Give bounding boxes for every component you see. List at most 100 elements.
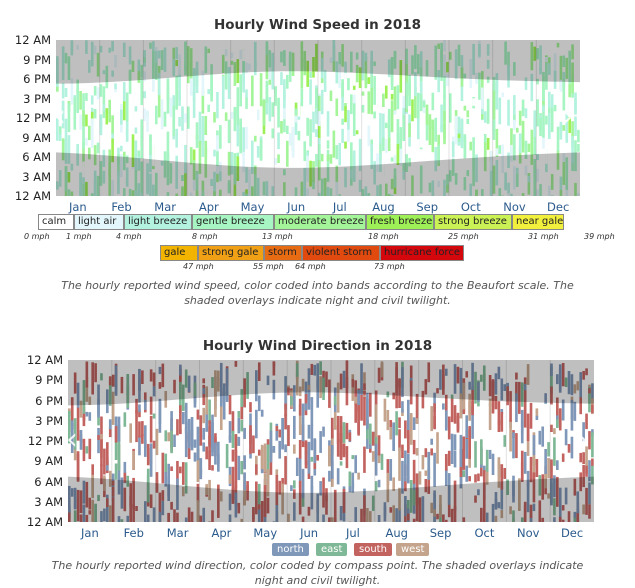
direction-data-bar — [264, 444, 267, 473]
speed-data-bar — [484, 134, 487, 142]
speed-data-bar — [286, 75, 289, 89]
direction-data-bar — [480, 439, 483, 464]
direction-next-arrow-icon[interactable]: › — [576, 425, 588, 455]
direction-data-bar — [211, 422, 214, 452]
direction-data-bar — [299, 399, 302, 416]
speed-data-bar — [181, 106, 184, 130]
direction-data-bar — [170, 466, 173, 471]
direction-data-bar — [197, 427, 200, 461]
direction-data-bar — [498, 461, 501, 469]
direction-data-bar — [202, 442, 205, 451]
speed-legend-item: near gale — [512, 214, 564, 230]
speed-x-tick-label: May — [233, 200, 273, 214]
speed-legend-tick: 1 mph — [66, 232, 92, 241]
speed-data-bar — [397, 144, 400, 165]
direction-data-bar — [500, 412, 503, 432]
direction-data-bar — [258, 396, 261, 412]
speed-data-bar — [429, 119, 432, 129]
speed-y-tick-label: 12 PM — [3, 111, 51, 125]
direction-data-bar — [273, 446, 276, 453]
speed-legend-item: moderate breeze — [274, 214, 366, 230]
speed-legend-item: storm — [264, 245, 302, 261]
speed-data-bar — [394, 86, 397, 113]
direction-x-tick-label: Jun — [289, 526, 329, 540]
direction-data-bar — [88, 439, 91, 452]
direction-x-tick-label: Mar — [158, 526, 198, 540]
speed-data-bar — [577, 144, 580, 152]
speed-data-bar — [464, 134, 467, 158]
direction-data-bar — [354, 397, 357, 404]
direction-data-bar — [299, 440, 302, 459]
speed-next-arrow-icon[interactable]: › — [562, 102, 574, 132]
direction-data-bar — [115, 464, 118, 480]
speed-data-bar — [207, 105, 210, 112]
direction-data-bar — [416, 448, 419, 456]
speed-data-bar — [379, 113, 382, 144]
speed-x-tick-label: Feb — [102, 200, 142, 214]
speed-data-bar — [417, 118, 420, 139]
speed-data-bar — [76, 80, 79, 113]
direction-data-bar — [179, 467, 182, 474]
direction-data-bar — [214, 442, 217, 464]
speed-legend-tick: 25 mph — [448, 232, 479, 241]
speed-data-bar — [94, 86, 97, 96]
direction-data-bar — [536, 408, 539, 417]
direction-data-bar — [527, 414, 530, 442]
direction-data-bar — [351, 483, 354, 493]
direction-data-bar — [351, 455, 354, 459]
speed-data-bar — [301, 89, 304, 106]
direction-data-bar — [258, 450, 261, 456]
direction-data-bar — [144, 425, 147, 447]
speed-data-bar — [210, 75, 213, 102]
direction-y-tick-label: 9 PM — [15, 373, 63, 387]
direction-data-bar — [162, 453, 165, 484]
direction-data-bar — [328, 449, 331, 466]
speed-data-bar — [327, 111, 330, 136]
speed-data-bar — [105, 108, 108, 124]
speed-data-bar — [321, 154, 324, 161]
direction-prev-arrow-icon[interactable]: ‹ — [66, 425, 78, 455]
direction-data-bar — [150, 443, 153, 476]
speed-data-bar — [245, 127, 248, 149]
direction-data-bar — [503, 435, 506, 447]
speed-data-bar — [199, 112, 202, 145]
speed-data-bar — [295, 116, 298, 123]
direction-y-tick-label: 12 AM — [15, 353, 63, 367]
speed-data-bar — [295, 109, 298, 116]
speed-data-bar — [548, 92, 551, 108]
direction-data-bar — [334, 396, 337, 405]
speed-data-bar — [114, 83, 117, 89]
speed-data-bar — [108, 100, 111, 123]
direction-data-bar — [109, 419, 112, 429]
speed-data-bar — [545, 116, 548, 125]
speed-data-bar — [239, 119, 242, 150]
speed-data-bar — [455, 116, 458, 145]
speed-data-bar — [373, 76, 376, 105]
direction-data-bar — [240, 461, 243, 474]
speed-data-bar — [260, 108, 263, 119]
speed-legend-tick: 73 mph — [374, 262, 405, 271]
direction-data-bar — [182, 462, 185, 485]
direction-data-bar — [237, 456, 240, 480]
speed-data-bar — [251, 76, 254, 107]
direction-data-bar — [398, 417, 401, 428]
direction-legend-item: west — [396, 543, 429, 556]
direction-data-bar — [129, 423, 132, 442]
speed-data-bar — [568, 84, 571, 97]
direction-data-bar — [281, 418, 284, 449]
speed-data-bar — [228, 120, 231, 144]
direction-data-bar — [492, 454, 495, 475]
speed-x-tick-label: Nov — [495, 200, 535, 214]
direction-data-bar — [249, 425, 252, 454]
speed-data-bar — [298, 131, 301, 141]
direction-data-bar — [401, 401, 404, 413]
speed-data-bar — [496, 80, 499, 109]
speed-data-bar — [245, 89, 248, 98]
direction-data-bar — [150, 416, 153, 443]
speed-data-bar — [204, 116, 207, 135]
direction-y-tick-label: 6 PM — [15, 394, 63, 408]
speed-data-bar — [432, 120, 435, 153]
direction-x-tick-label: Dec — [552, 526, 592, 540]
speed-x-tick-label: Apr — [189, 200, 229, 214]
speed-prev-arrow-icon[interactable]: ‹ — [54, 102, 66, 132]
